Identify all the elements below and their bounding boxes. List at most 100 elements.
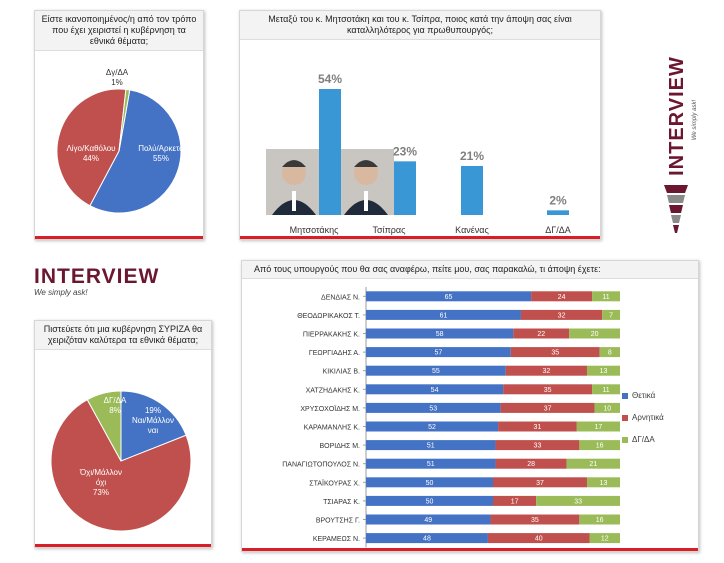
minister-bar-positive bbox=[366, 384, 504, 395]
legend-negative-label: Αρνητικά bbox=[632, 413, 664, 422]
minister-bar-positive bbox=[366, 421, 499, 432]
legend-positive: Θετικά bbox=[622, 391, 655, 400]
satisfaction-slice-1 bbox=[56, 88, 127, 207]
legend-positive-swatch bbox=[622, 392, 628, 399]
legend-neutral-swatch bbox=[622, 436, 628, 443]
pm-value-label-3: 2% bbox=[549, 193, 567, 207]
satisfaction-slice-0 bbox=[89, 89, 182, 214]
minister-name-label: ΠΑΝΑΓΙΩΤΟΠΟΥΛΟΣ Ν. bbox=[282, 462, 360, 469]
syriza-pie-title: Πιστεύετε ότι μια κυβέρνηση ΣΥΡΙΖΑ θα χε… bbox=[35, 321, 211, 350]
minister-value-label: 35 bbox=[551, 350, 559, 357]
minister-name-label: ΣΤΑΪΚΟΥΡΑΣ Χ. bbox=[309, 479, 360, 487]
pm-value-label-1: 23% bbox=[393, 144, 417, 158]
minister-bar-negative bbox=[495, 440, 580, 451]
minister-value-label: 11 bbox=[602, 387, 609, 394]
ministers-panel: Από τους υπουργούς που θα σας αναφέρω, π… bbox=[241, 260, 699, 552]
minister-name-label: ΚΙΚΙΛΙΑΣ Β. bbox=[323, 369, 360, 376]
brand-logo-icon bbox=[664, 185, 688, 233]
minister-bar-negative bbox=[520, 309, 603, 320]
minister-name-label: ΓΕΩΡΓΙΑΔΗΣ Α. bbox=[309, 350, 360, 357]
minister-value-label: 16 bbox=[596, 443, 604, 450]
minister-bar-negative bbox=[493, 477, 587, 488]
syriza-label-0: 19% Ναι/Μάλλον ναι bbox=[132, 406, 174, 435]
minister-value-label: 37 bbox=[544, 405, 552, 412]
minister-bar-positive bbox=[366, 533, 488, 544]
minister-value-label: 35 bbox=[531, 517, 539, 524]
panel-accent-bar bbox=[35, 236, 203, 239]
minister-bar-negative bbox=[487, 533, 590, 544]
minister-value-label: 33 bbox=[534, 443, 542, 450]
pm-category-label-1: Τσίπρας bbox=[373, 225, 407, 235]
pm-preference-chart: 54% Μητσοτάκης 23% Τσίπρας 21% Κανένας 2% ΔΓ/ΔΑ bbox=[266, 72, 571, 235]
satisfaction-label-0: Πολύ/Αρκετά 55% bbox=[138, 144, 184, 163]
minister-value-label: 33 bbox=[574, 498, 582, 505]
brand-vertical: INTERVIEW We simply ask! bbox=[656, 55, 700, 245]
minister-bar-neutral bbox=[536, 495, 620, 506]
syriza-slice-1 bbox=[50, 398, 192, 532]
syriza-slice-2 bbox=[86, 390, 122, 462]
minister-bar-neutral bbox=[602, 309, 620, 320]
minister-value-label: 37 bbox=[536, 480, 544, 487]
minister-bar-positive bbox=[366, 328, 514, 339]
minister-name-label: ΠΙΕΡΡΑΚΑΚΗΣ Κ. bbox=[303, 332, 360, 339]
pm-bar-3 bbox=[547, 210, 569, 215]
minister-bar-neutral bbox=[576, 421, 620, 432]
photo-tsipras bbox=[338, 149, 394, 215]
minister-value-label: 51 bbox=[427, 461, 435, 468]
satisfaction-label-1: Λίγο/Καθόλου 44% bbox=[66, 144, 115, 163]
satisfaction-pie-title: Είστε ικανοποιημένος/η από τον τρόπο που… bbox=[35, 11, 203, 51]
satisfaction-label-2: Δγ/ΔΑ 1% bbox=[106, 68, 129, 87]
legend-neutral-label: ΔΓ/ΔΑ bbox=[632, 435, 655, 444]
minister-value-label: 48 bbox=[423, 536, 431, 543]
legend-negative-swatch bbox=[622, 414, 628, 421]
minister-value-label: 58 bbox=[436, 331, 444, 338]
minister-bar-neutral bbox=[566, 458, 620, 469]
syriza-label-1: Όχι/Μάλλον όχι 73% bbox=[79, 468, 122, 497]
minister-bar-neutral bbox=[599, 347, 620, 358]
minister-bar-negative bbox=[498, 421, 577, 432]
pm-value-label-0: 54% bbox=[318, 72, 342, 86]
pm-bar-1 bbox=[394, 161, 416, 215]
panel-accent-bar bbox=[242, 548, 698, 551]
minister-value-label: 21 bbox=[589, 461, 597, 468]
minister-bar-positive bbox=[366, 291, 532, 302]
minister-bar-neutral bbox=[592, 384, 620, 395]
pm-bar-2 bbox=[461, 166, 483, 215]
minister-value-label: 8 bbox=[608, 350, 612, 357]
brand-vertical-wordmark: INTERVIEW bbox=[666, 56, 688, 176]
minister-value-label: 20 bbox=[591, 331, 599, 338]
minister-name-label: ΧΑΤΖΗΔΑΚΗΣ Κ. bbox=[306, 387, 360, 394]
syriza-label-2: ΔΓ/ΔΑ 8% bbox=[104, 396, 127, 415]
pm-preference-title: Μεταξύ του κ. Μητσοτάκη και του κ. Τσίπρ… bbox=[240, 11, 600, 40]
minister-bar-positive bbox=[366, 495, 493, 506]
minister-value-label: 53 bbox=[429, 405, 437, 412]
minister-value-label: 61 bbox=[440, 312, 448, 319]
minister-value-label: 52 bbox=[428, 424, 436, 431]
minister-value-label: 17 bbox=[511, 498, 519, 505]
panel-accent-bar bbox=[240, 236, 600, 239]
minister-bar-positive bbox=[366, 365, 506, 376]
minister-name-label: ΧΡΥΣΟΧΟΪΔΗΣ Μ. bbox=[300, 405, 360, 413]
minister-name-label: ΚΑΡΑΜΑΝΛΗΣ Κ. bbox=[304, 425, 360, 432]
minister-value-label: 12 bbox=[601, 536, 609, 543]
satisfaction-pie-panel: Είστε ικανοποιημένος/η από τον τρόπο που… bbox=[34, 10, 204, 240]
panel-accent-bar bbox=[35, 544, 211, 547]
minister-bar-negative bbox=[495, 458, 567, 469]
legend-negative: Αρνητικά bbox=[622, 413, 664, 422]
minister-name-label: ΤΣΙΑΡΑΣ Κ. bbox=[323, 499, 360, 506]
minister-bar-positive bbox=[366, 477, 493, 488]
minister-value-label: 31 bbox=[534, 424, 542, 431]
minister-bar-negative bbox=[493, 495, 537, 506]
legend-neutral: ΔΓ/ΔΑ bbox=[622, 435, 655, 444]
minister-bar-neutral bbox=[592, 291, 620, 302]
minister-bar-positive bbox=[366, 309, 521, 320]
minister-bar-neutral bbox=[586, 365, 620, 376]
minister-value-label: 54 bbox=[431, 387, 439, 394]
pm-bar-0 bbox=[319, 89, 341, 215]
minister-bar-positive bbox=[366, 458, 496, 469]
minister-bar-neutral bbox=[579, 440, 620, 451]
photo-mitsotakis bbox=[266, 149, 322, 215]
ministers-chart: ΔΕΝΔΙΑΣ Ν. 65 24 11 ΘΕΟΔΩΡΙΚΑΚΟΣ Τ. 61 32 7 ΠΙΕΡ… bbox=[282, 287, 620, 548]
syriza-slice-0 bbox=[120, 390, 187, 462]
minister-value-label: 35 bbox=[544, 387, 552, 394]
